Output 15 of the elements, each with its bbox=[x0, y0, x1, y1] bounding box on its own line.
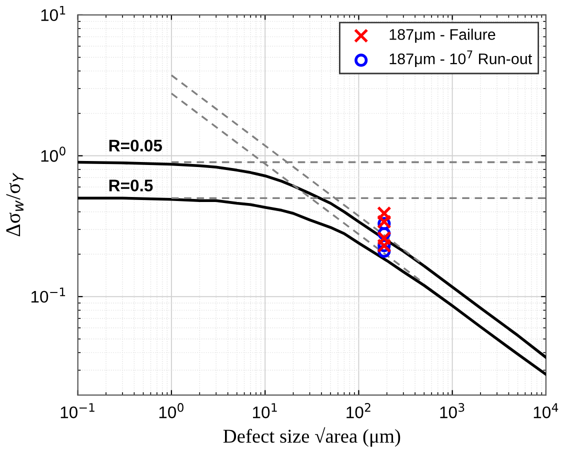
annotation: R=0.5 bbox=[109, 180, 153, 192]
y-tick-label: 10$^{0}$ bbox=[41, 146, 66, 162]
x-tick-label: 10$^{4}$ bbox=[534, 403, 558, 418]
y-tick-label: 10$^{−1}$ bbox=[31, 288, 66, 303]
x-tick-label: 10$^{0}$ bbox=[159, 403, 184, 418]
annotation: R=0.05 bbox=[109, 140, 162, 152]
y-tick-label: 10$^{1}$ bbox=[41, 6, 66, 22]
legend-label: 187μm - 10$^{7}$ Run-out bbox=[390, 50, 532, 68]
x-tick-label: 10$^{3}$ bbox=[440, 403, 464, 418]
x-axis-title: Defect size √area (μm) bbox=[223, 427, 400, 447]
legend-label: 187μm - Failure bbox=[390, 28, 496, 43]
y-axis-title: Δσ$_{w}$/σ$_{Y}$ bbox=[6, 172, 24, 236]
x-tick-label: 10$^{−1}$ bbox=[60, 403, 94, 418]
x-tick-label: 10$^{2}$ bbox=[346, 403, 370, 418]
x-tick-label: 10$^{1}$ bbox=[253, 403, 277, 418]
